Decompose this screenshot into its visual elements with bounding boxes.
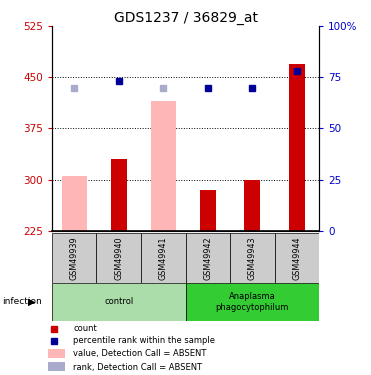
Text: GSM49943: GSM49943: [248, 236, 257, 280]
Bar: [244, 180, 260, 231]
Text: ▶: ▶: [28, 297, 35, 307]
Text: GSM49940: GSM49940: [114, 236, 123, 280]
Text: infection: infection: [2, 297, 42, 306]
Text: value, Detection Call = ABSENT: value, Detection Call = ABSENT: [73, 350, 207, 358]
Text: count: count: [73, 324, 97, 333]
Bar: [186, 232, 230, 283]
Bar: [48, 362, 65, 371]
Bar: [62, 176, 87, 231]
Text: GSM49939: GSM49939: [70, 236, 79, 280]
Title: GDS1237 / 36829_at: GDS1237 / 36829_at: [114, 11, 257, 25]
Bar: [186, 283, 319, 321]
Bar: [111, 159, 127, 231]
Bar: [52, 283, 186, 321]
Text: rank, Detection Call = ABSENT: rank, Detection Call = ABSENT: [73, 363, 202, 372]
Text: control: control: [104, 297, 133, 306]
Text: GSM49942: GSM49942: [203, 236, 212, 280]
Text: percentile rank within the sample: percentile rank within the sample: [73, 336, 215, 345]
Text: GSM49941: GSM49941: [159, 236, 168, 280]
Bar: [289, 64, 305, 231]
Bar: [52, 232, 96, 283]
Bar: [275, 232, 319, 283]
Bar: [96, 232, 141, 283]
Bar: [200, 190, 216, 231]
Bar: [141, 232, 186, 283]
Bar: [48, 349, 65, 358]
Text: Anaplasma
phagocytophilum: Anaplasma phagocytophilum: [216, 292, 289, 312]
Bar: [151, 101, 176, 231]
Text: GSM49944: GSM49944: [292, 236, 301, 280]
Bar: [230, 232, 275, 283]
